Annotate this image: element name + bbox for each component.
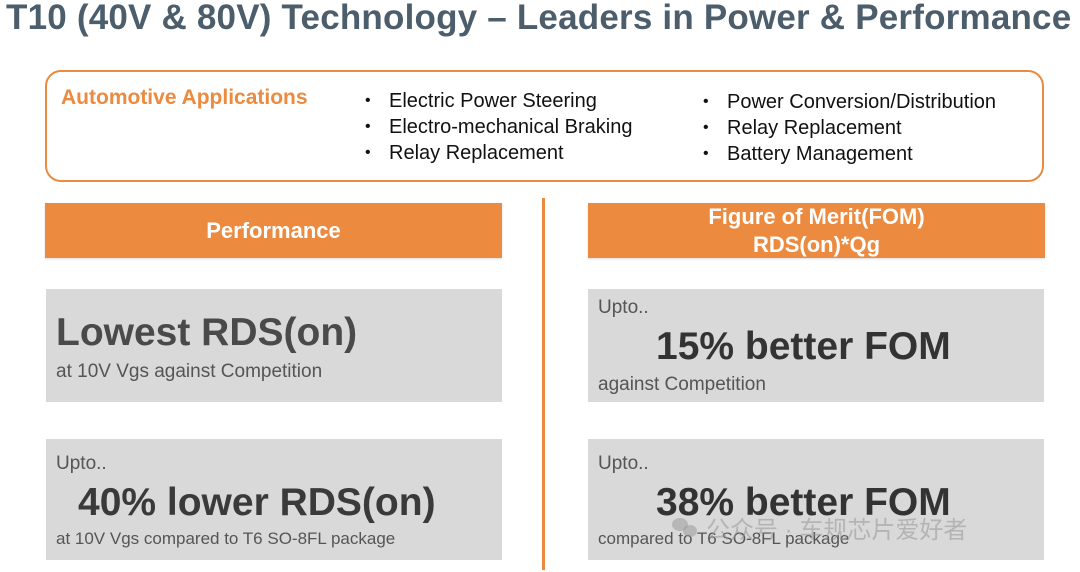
fom-header-line1: Figure of Merit(FOM) bbox=[708, 203, 925, 229]
automotive-applications-box: Automotive Applications • Electric Power … bbox=[45, 70, 1044, 182]
applications-list-right: • Power Conversion/Distribution • Relay Re… bbox=[703, 89, 996, 167]
card-headline: 38% better FOM bbox=[656, 481, 951, 524]
lowest-rds-card: Lowest RDS(on) at 10V Vgs against Compet… bbox=[46, 289, 502, 402]
list-item: • Electro-mechanical Braking bbox=[365, 116, 633, 138]
fom-t6-card: Upto.. 38% better FOM compared to T6 SO-… bbox=[588, 439, 1044, 560]
card-prefix: Upto.. bbox=[56, 453, 107, 474]
watermark: 公众号 · 车规芯片爱好者 bbox=[672, 510, 967, 545]
bullet-icon: • bbox=[703, 93, 709, 110]
card-subtext: at 10V Vgs compared to T6 SO-8FL package bbox=[56, 529, 396, 548]
card-subtext: against Competition bbox=[598, 374, 766, 395]
bullet-icon: • bbox=[703, 119, 709, 136]
fom-header: Figure of Merit(FOM) RDS(on)*Qg bbox=[588, 203, 1045, 258]
bullet-icon: • bbox=[365, 92, 371, 109]
column-divider bbox=[542, 198, 545, 570]
fom-header-line2: RDS(on)*Qg bbox=[752, 231, 881, 257]
list-item: • Power Conversion/Distribution bbox=[703, 91, 997, 113]
card-headline: Lowest RDS(on) bbox=[56, 311, 358, 354]
card-subtext: compared to T6 SO-8FL package bbox=[598, 529, 850, 548]
fom-competition-card: Upto.. 15% better FOM against Competitio… bbox=[588, 289, 1044, 402]
card-subtext: at 10V Vgs against Competition bbox=[56, 361, 323, 382]
list-item: • Electric Power Steering bbox=[365, 90, 597, 112]
bullet-icon: • bbox=[703, 145, 709, 162]
wechat-icon bbox=[672, 516, 700, 540]
list-item: • Relay Replacement bbox=[365, 142, 564, 164]
performance-header-label: Performance bbox=[206, 217, 341, 243]
card-headline: 15% better FOM bbox=[656, 325, 951, 368]
applications-list-left: • Electric Power Steering • Electro-mechan… bbox=[365, 88, 632, 166]
list-item: • Relay Replacement bbox=[703, 117, 902, 139]
card-headline: 40% lower RDS(on) bbox=[78, 481, 436, 524]
performance-header: Performance bbox=[45, 203, 502, 258]
list-item: • Battery Management bbox=[703, 143, 913, 165]
applications-heading: Automotive Applications bbox=[61, 86, 308, 109]
bullet-icon: • bbox=[365, 144, 371, 161]
bullet-icon: • bbox=[365, 118, 371, 135]
page-title: T10 (40V & 80V) Technology – Leaders in … bbox=[6, 0, 1072, 37]
card-prefix: Upto.. bbox=[598, 297, 649, 318]
lower-rds-card: Upto.. 40% lower RDS(on) at 10V Vgs comp… bbox=[46, 439, 502, 560]
watermark-text: 公众号 · 车规芯片爱好者 bbox=[706, 517, 968, 544]
card-prefix: Upto.. bbox=[598, 453, 649, 474]
